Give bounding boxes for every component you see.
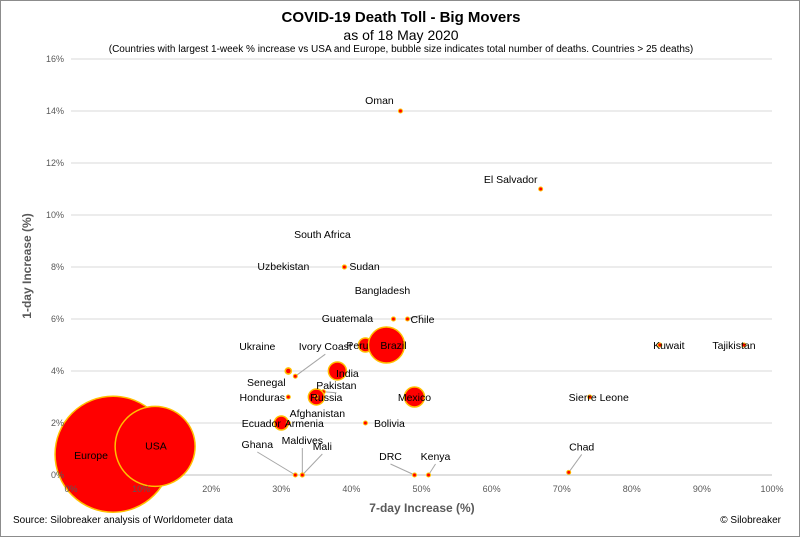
y-tick-label: 4%	[51, 366, 64, 376]
y-tick-label: 10%	[46, 210, 64, 220]
x-tick-label: 100%	[760, 484, 783, 494]
point-label: Tajikistan	[712, 340, 755, 352]
tick-labels: 0% 2% 4% 6% 8% 10% 12% 14% 16% 0% 10% 20% 30% 40% 50% 6…	[46, 54, 784, 494]
point-label: Pakistan	[316, 380, 356, 392]
leader-line	[295, 353, 326, 377]
point-label: Europe	[74, 450, 108, 462]
leader-line	[390, 463, 415, 476]
bubble	[390, 316, 396, 322]
x-tick-label: 0%	[64, 484, 77, 494]
y-tick-label: 0%	[51, 470, 64, 480]
bubble	[403, 386, 426, 408]
x-tick-label: 80%	[623, 484, 641, 494]
chart-note: (Countries with largest 1-week % increas…	[108, 44, 694, 55]
point-label: Russia	[310, 392, 342, 404]
bubble	[285, 420, 291, 426]
point-label: Afghanistan	[290, 408, 346, 420]
bubble	[741, 342, 747, 348]
point-label: Bangladesh	[355, 285, 411, 297]
x-tick-label: 20%	[202, 484, 220, 494]
y-tick-label: 14%	[46, 106, 64, 116]
bubble	[362, 420, 368, 426]
point-label: Ecuador	[242, 418, 282, 430]
bubble	[341, 264, 347, 270]
y-axis-label: 1-day Increase (%)	[20, 213, 34, 318]
point-label: Sudan	[349, 261, 380, 273]
bubble	[566, 469, 572, 475]
point-label: Ghana	[242, 439, 274, 451]
point-label: Honduras	[240, 392, 286, 404]
y-tick-label: 2%	[51, 418, 64, 428]
point-label: DRC	[379, 451, 402, 463]
point-label: Chad	[569, 441, 594, 453]
point-label: Maldives	[282, 435, 323, 447]
point-label: El Salvador	[484, 174, 538, 186]
point-label: Mexico	[398, 392, 431, 404]
point-label: Chile	[411, 314, 435, 326]
chart-title: COVID-19 Death Toll - Big Movers	[281, 9, 521, 26]
bubble	[114, 405, 196, 488]
bubble	[313, 394, 319, 400]
bubble	[299, 472, 305, 478]
point-labels: Europe USA Oman El Salvador South Africa Uzbe…	[74, 95, 756, 463]
point-label: Sierre Leone	[569, 392, 629, 404]
point-label: Ukraine	[239, 341, 275, 353]
bubble	[538, 186, 544, 192]
y-tick-label: 12%	[46, 158, 64, 168]
point-label: Uzbekistan	[257, 261, 309, 273]
bubble	[404, 316, 410, 322]
bubble	[292, 472, 298, 478]
bubble	[657, 342, 663, 348]
leader-line	[407, 314, 423, 320]
point-label: Ivory Coast	[299, 341, 352, 353]
point-label: Armenia	[285, 418, 324, 430]
point-label: Bolivia	[374, 418, 405, 430]
point-label: Peru	[346, 340, 368, 352]
leader-line	[257, 451, 296, 476]
x-tick-label: 70%	[553, 484, 571, 494]
point-label: Oman	[365, 95, 394, 107]
point-label: India	[336, 368, 359, 380]
point-label: South Africa	[294, 229, 351, 241]
bubble	[284, 367, 293, 375]
bubble	[367, 326, 406, 364]
bubbles	[54, 108, 747, 513]
bubble	[285, 394, 291, 400]
x-tick-label: 50%	[412, 484, 430, 494]
credit-note: © Silobreaker	[720, 515, 781, 526]
point-label: Kuwait	[653, 340, 685, 352]
leader-line	[301, 453, 323, 476]
bubble	[411, 472, 417, 478]
x-tick-label: 60%	[483, 484, 501, 494]
x-tick-label: 10%	[132, 484, 150, 494]
grid-lines	[71, 58, 772, 476]
y-tick-label: 16%	[46, 54, 64, 64]
bubble	[327, 361, 348, 381]
point-label: Kenya	[421, 451, 451, 463]
point-label: Brazil	[380, 340, 406, 352]
y-tick-label: 6%	[51, 314, 64, 324]
y-tick-label: 8%	[51, 262, 64, 272]
bubble	[426, 472, 432, 478]
x-axis-label: 7-day Increase (%)	[369, 501, 474, 515]
leader-lines	[257, 314, 583, 476]
leader-line	[568, 454, 583, 473]
x-tick-label: 40%	[342, 484, 360, 494]
x-tick-label: 30%	[272, 484, 290, 494]
source-note: Source: Silobreaker analysis of Worldome…	[13, 515, 233, 526]
point-label: USA	[145, 440, 167, 452]
chart-subtitle: as of 18 May 2020	[343, 27, 459, 43]
x-tick-label: 90%	[693, 484, 711, 494]
bubble	[397, 108, 403, 114]
bubble	[292, 373, 298, 379]
bubble	[587, 394, 593, 400]
point-label: Guatemala	[322, 313, 374, 325]
point-label: Mali	[313, 441, 332, 453]
point-label: Senegal	[247, 377, 286, 389]
